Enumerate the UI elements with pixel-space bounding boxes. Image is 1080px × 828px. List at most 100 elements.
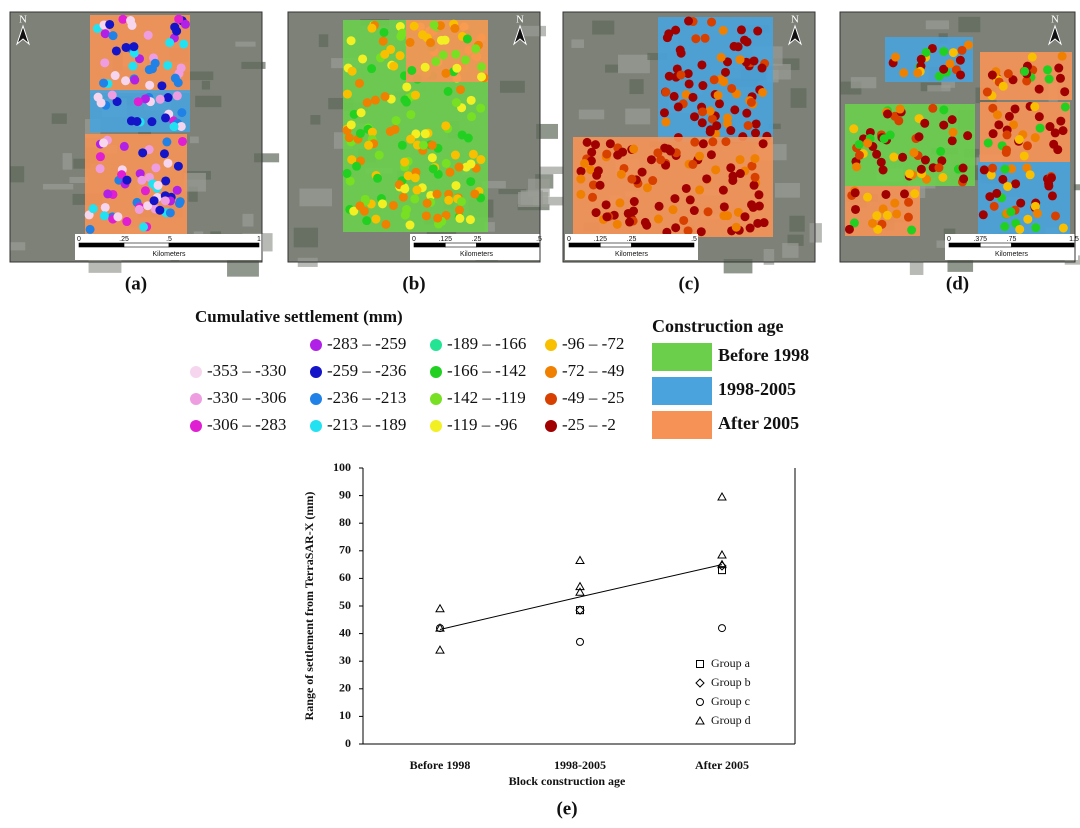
settlement-point	[909, 148, 918, 157]
settlement-point	[707, 18, 716, 27]
scale-tick: .375	[973, 236, 987, 243]
settlement-point	[732, 223, 741, 232]
settlement-point	[452, 98, 461, 107]
marker-circle	[577, 638, 584, 645]
settlement-point	[134, 97, 143, 106]
settlement-point	[602, 200, 611, 209]
building	[851, 77, 877, 88]
x-tick-label: After 2005	[695, 758, 749, 772]
settlement-point	[445, 168, 454, 177]
settlement-point	[592, 208, 601, 217]
settlement-point	[752, 119, 761, 128]
building	[310, 115, 320, 125]
settlement-point	[740, 212, 749, 221]
settlement-point	[896, 105, 905, 114]
settlement-point	[948, 115, 957, 124]
settlement-point	[742, 109, 751, 118]
y-tick-label: 60	[339, 570, 351, 584]
settlement-point	[461, 55, 470, 64]
building	[910, 261, 924, 275]
settlement-point	[661, 88, 670, 97]
settlement-point	[625, 218, 634, 227]
settlement-point	[701, 34, 710, 43]
legend-label: -330 – -306	[207, 388, 286, 407]
building	[579, 110, 604, 120]
settlement-point	[396, 51, 405, 60]
settlement-point	[939, 47, 948, 56]
settlement-point	[161, 176, 170, 185]
settlement-point	[684, 226, 693, 235]
settlement-point	[371, 96, 380, 105]
settlement-point	[576, 175, 585, 184]
settlement-point	[883, 211, 892, 220]
settlement-point	[96, 152, 105, 161]
legend-swatch	[190, 393, 202, 405]
settlement-point	[444, 87, 453, 96]
settlement-point	[576, 190, 585, 199]
settlement-point	[1020, 67, 1029, 76]
legend-label: After 2005	[718, 413, 799, 433]
settlement-point	[939, 105, 948, 114]
settlement-point	[1030, 102, 1039, 111]
legend-swatch	[190, 366, 202, 378]
building	[294, 228, 318, 248]
settlement-point	[596, 181, 605, 190]
settlement-point	[736, 155, 745, 164]
settlement-point	[698, 81, 707, 90]
settlement-point	[891, 53, 900, 62]
settlement-point	[1015, 135, 1024, 144]
settlement-point	[392, 116, 401, 125]
settlement-point	[679, 216, 688, 225]
settlement-point	[1056, 117, 1065, 126]
settlement-point	[872, 150, 881, 159]
building	[10, 166, 24, 182]
settlement-point	[367, 24, 376, 33]
settlement-point	[1033, 209, 1042, 218]
settlement-point	[643, 183, 652, 192]
settlement-point	[883, 109, 892, 118]
settlement-point	[988, 71, 997, 80]
settlement-point	[421, 63, 430, 72]
settlement-point	[179, 40, 188, 49]
settlement-point	[1003, 182, 1012, 191]
settlement-point	[118, 15, 127, 24]
settlement-point	[674, 102, 683, 111]
settlement-point	[363, 98, 372, 107]
scale-unit: Kilometers	[995, 251, 1029, 258]
settlement-point	[934, 163, 943, 172]
settlement-point	[747, 200, 756, 209]
settlement-point	[910, 189, 919, 198]
settlement-point	[710, 75, 719, 84]
settlement-point	[174, 15, 183, 24]
settlement-point	[726, 126, 735, 135]
settlement-point	[1004, 69, 1013, 78]
settlement-point	[160, 149, 169, 158]
settlement-point	[583, 138, 592, 147]
settlement-point	[431, 57, 440, 66]
settlement-point	[1053, 145, 1062, 154]
scale-tick: .75	[1007, 236, 1017, 243]
settlement-point	[852, 162, 861, 171]
settlement-point	[920, 119, 929, 128]
settlement-point	[400, 158, 409, 167]
settlement-point	[698, 107, 707, 116]
settlement-point	[173, 91, 182, 100]
legend-title: Cumulative settlement (mm)	[195, 307, 403, 326]
settlement-point	[682, 184, 691, 193]
settlement-point	[715, 99, 724, 108]
settlement-point	[740, 36, 749, 45]
settlement-point	[379, 28, 388, 37]
building	[63, 153, 72, 170]
settlement-point	[112, 46, 121, 55]
settlement-point	[900, 189, 909, 198]
settlement-point	[105, 20, 114, 29]
settlement-point	[868, 219, 877, 228]
settlement-point	[708, 137, 717, 146]
settlement-point	[602, 212, 611, 221]
settlement-point	[872, 211, 881, 220]
settlement-point	[747, 98, 756, 107]
scale-bar	[980, 243, 1011, 247]
settlement-point	[1016, 199, 1025, 208]
settlement-point	[720, 202, 729, 211]
settlement-point	[477, 62, 486, 71]
